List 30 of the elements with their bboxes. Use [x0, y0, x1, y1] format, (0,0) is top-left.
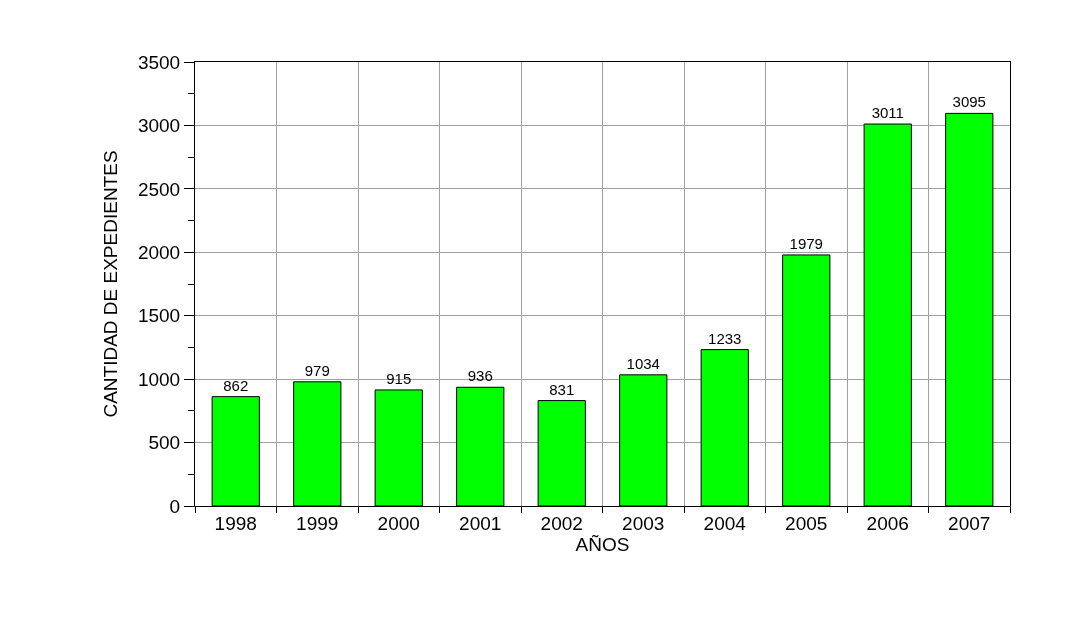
- y-tick-label: 0: [169, 495, 181, 517]
- y-tick-label: 1000: [137, 368, 181, 390]
- y-tick-label: 3500: [137, 51, 181, 73]
- data-label: 979: [304, 361, 330, 379]
- y-axis-title: CANTIDAD DE EXPEDIENTES: [99, 150, 121, 418]
- y-tick-label: 2000: [137, 241, 181, 263]
- y-tick-label: 500: [148, 432, 181, 454]
- x-tick-label: 2005: [785, 512, 828, 534]
- data-label: 3095: [952, 93, 986, 111]
- x-tick-label: 2007: [948, 512, 991, 534]
- data-label: 3011: [871, 104, 904, 122]
- y-tick-label: 1500: [137, 305, 181, 327]
- data-label: 831: [549, 380, 575, 398]
- y-tick-label: 2500: [137, 178, 181, 200]
- x-tick-label: 1999: [296, 512, 339, 534]
- x-axis-title: AÑOS: [575, 533, 630, 555]
- data-label: 1233: [708, 329, 742, 347]
- data-label: 1979: [789, 234, 823, 252]
- data-label: 1034: [626, 354, 660, 372]
- x-tick-label: 2003: [622, 512, 665, 534]
- y-tick-label: 3000: [137, 115, 181, 137]
- data-label: 936: [467, 367, 493, 385]
- x-tick-label: 2004: [703, 512, 747, 534]
- x-tick-label: 2001: [459, 512, 502, 534]
- data-label: 862: [223, 376, 249, 394]
- x-tick-label: 2002: [540, 512, 583, 534]
- x-tick-label: 1998: [214, 512, 257, 534]
- x-tick-label: 2006: [866, 512, 909, 534]
- data-label: 915: [386, 369, 412, 387]
- x-tick-label: 2000: [377, 512, 420, 534]
